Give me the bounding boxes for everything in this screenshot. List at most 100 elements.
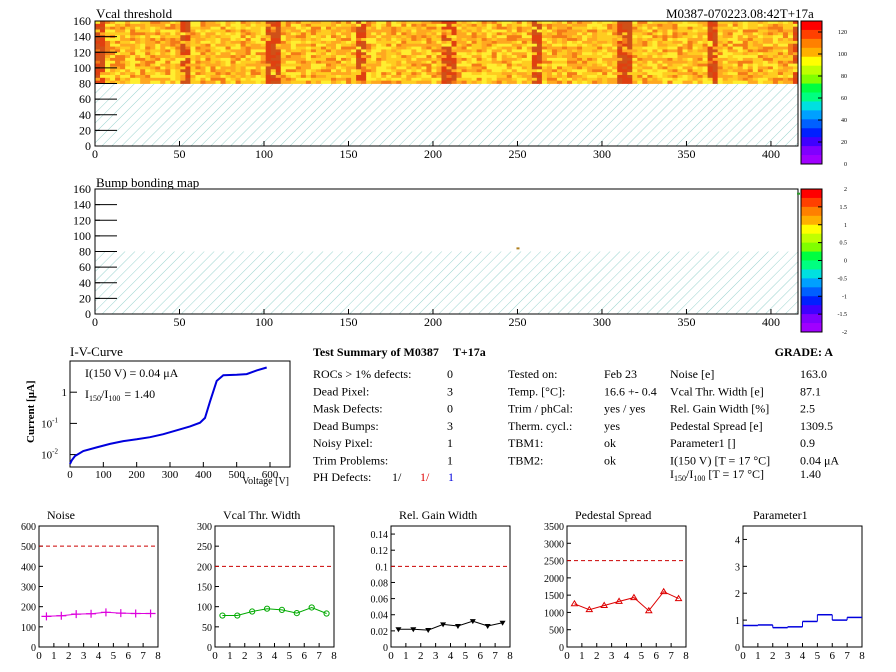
heatmap-cell [702, 29, 709, 33]
heatmap-cell [561, 23, 568, 28]
heatmap-cell [260, 40, 267, 45]
heatmap-cell [526, 29, 533, 33]
heatmap-cell [491, 35, 498, 39]
heatmap-cell [240, 74, 247, 79]
heatmap-cell [792, 80, 799, 84]
x-tick-label: 100 [255, 147, 273, 161]
heatmap-cell [436, 52, 442, 56]
heatmap-cell [536, 21, 543, 25]
heatmap-cell [441, 38, 447, 42]
heatmap-cell [476, 26, 483, 30]
heatmap-cell [607, 38, 613, 42]
heatmap-cell [165, 80, 171, 84]
heatmap-cell [752, 69, 759, 73]
heatmap-cell [456, 46, 462, 50]
heatmap-cell [240, 35, 247, 39]
heatmap-cell [135, 55, 141, 59]
heatmap-cell [441, 49, 447, 53]
heatmap-cell [110, 74, 116, 79]
heatmap-cell [95, 40, 101, 45]
heatmap-cell [240, 52, 247, 56]
heatmap-cell [742, 21, 749, 25]
heatmap-cell [481, 21, 488, 25]
heatmap-cell [401, 69, 407, 73]
heatmap-cell [295, 46, 302, 50]
heatmap-cell [466, 38, 473, 42]
heatmap-cell [310, 69, 317, 73]
trend-x-tick-label: 6 [830, 650, 836, 662]
heatmap-cell [657, 69, 663, 73]
heatmap-cell [526, 23, 533, 28]
heatmap-cell [230, 52, 236, 56]
trend-y-tick-label: 1500 [544, 591, 564, 602]
heatmap-cell [466, 69, 473, 73]
x-tick-label: 50 [173, 147, 185, 161]
heatmap-cell [617, 35, 623, 39]
trend-y-tick-label: 3 [735, 562, 740, 573]
heatmap-cell [541, 69, 548, 73]
heatmap-cell [536, 38, 543, 42]
heatmap-cell [772, 60, 779, 65]
heatmap-cell [240, 46, 247, 50]
heatmap-cell [356, 21, 362, 25]
heatmap-cell [521, 60, 528, 65]
heatmap-cell [737, 43, 744, 47]
heatmap-cell [130, 40, 136, 45]
heatmap-cell [667, 35, 673, 39]
trend-y-tick-label: 200 [197, 562, 212, 573]
heatmap-cell [717, 38, 724, 42]
heatmap-cell [707, 77, 714, 82]
heatmap-cell [567, 21, 573, 25]
heatmap-cell [486, 26, 493, 30]
heatmap-cell [617, 57, 623, 62]
heatmap-cell [561, 60, 568, 65]
heatmap-cell [632, 66, 638, 70]
heatmap-cell [476, 80, 483, 84]
palette-band [801, 74, 822, 85]
heatmap-cell [436, 63, 442, 67]
heatmap-cell [727, 72, 734, 76]
palette-tick-label: 80 [841, 74, 847, 80]
heatmap-cell [737, 23, 744, 28]
heatmap-cell [777, 72, 784, 76]
heatmap-cell [115, 23, 121, 28]
heatmap-cell [145, 23, 151, 28]
heatmap-cell [386, 80, 392, 84]
heatmap-cell [642, 74, 648, 79]
heatmap-cell [657, 63, 663, 67]
heatmap-cell [401, 72, 407, 76]
heatmap-cell [431, 52, 437, 56]
heatmap-cell [551, 23, 558, 28]
heatmap-cell [145, 77, 151, 82]
heatmap-cell [702, 32, 709, 36]
heatmap-cell [325, 40, 332, 45]
trend-data-point [469, 619, 476, 625]
trend-y-tick-label: 0.12 [371, 546, 389, 557]
heatmap-cell [325, 46, 332, 50]
heatmap-cell [315, 57, 322, 62]
heatmap-cell [632, 52, 638, 56]
heatmap-cell [787, 69, 794, 73]
heatmap-cell [160, 55, 166, 59]
heatmap-cell [597, 40, 603, 45]
heatmap-cell [561, 32, 568, 36]
color-palette: -2-1.5-1-0.500.511.52 [800, 187, 847, 336]
heatmap-cell [752, 29, 759, 33]
trend-data-point [440, 622, 447, 628]
heatmap-cell [105, 38, 111, 42]
heatmap-cell [697, 57, 703, 62]
heatmap-cell [120, 52, 126, 56]
heatmap-cell [346, 29, 352, 33]
heatmap-cell [607, 23, 613, 28]
heatmap-cell [767, 21, 774, 25]
heatmap-cell [225, 38, 231, 42]
heatmap-cell [210, 29, 216, 33]
heatmap-cell [295, 63, 302, 67]
heatmap-cell [471, 40, 478, 45]
heatmap-cell [627, 40, 633, 45]
heatmap-cell [737, 52, 744, 56]
heatmap-cell [336, 77, 342, 82]
heatmap-cell [315, 32, 322, 36]
heatmap-cell [712, 77, 719, 82]
